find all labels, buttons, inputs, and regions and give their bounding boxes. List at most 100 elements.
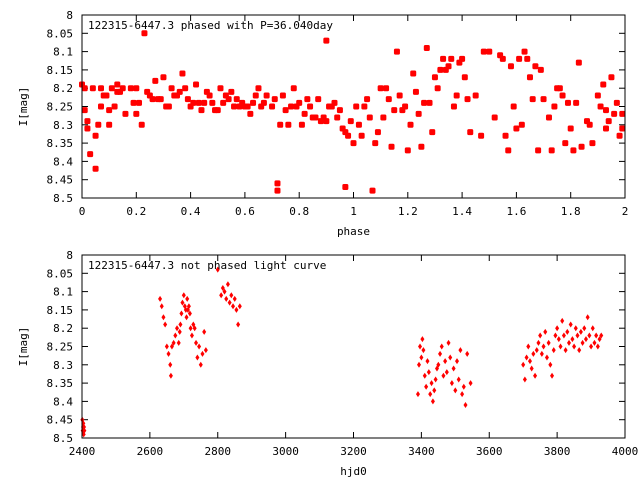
- phased-point: [521, 48, 528, 55]
- phased-point: [613, 99, 620, 106]
- phased-point: [478, 132, 485, 139]
- phased-point: [437, 66, 444, 73]
- unphased-y-tick-label: 8.45: [47, 414, 74, 427]
- unphased-point: [429, 380, 434, 387]
- unphased-x-tick-label: 3400: [408, 445, 435, 458]
- unphased-point: [426, 369, 431, 376]
- unphased-point: [550, 372, 555, 379]
- unphased-point: [430, 398, 435, 405]
- unphased-points: [80, 266, 604, 438]
- phased-point: [285, 121, 292, 128]
- phased-point: [298, 121, 305, 128]
- unphased-point: [164, 343, 169, 350]
- phased-point: [361, 103, 368, 110]
- phased-point: [198, 107, 205, 114]
- unphased-point: [465, 350, 470, 357]
- unphased-point: [236, 321, 241, 328]
- unphased-point: [575, 332, 580, 339]
- phased-point: [307, 103, 314, 110]
- phased-point: [282, 107, 289, 114]
- phased-point: [551, 103, 558, 110]
- phased-point: [526, 74, 533, 81]
- unphased-point: [461, 383, 466, 390]
- phased-y-tick-label: 8.05: [47, 27, 74, 40]
- unphased-point: [582, 325, 587, 332]
- unphased-point: [424, 383, 429, 390]
- phased-point: [374, 129, 381, 136]
- phased-point: [586, 121, 593, 128]
- phased-point: [165, 103, 172, 110]
- phased-point: [350, 140, 357, 147]
- unphased-point: [161, 314, 166, 321]
- unphased-point: [428, 391, 433, 398]
- phased-point: [404, 147, 411, 154]
- phased-y-tick-label: 8.2: [53, 82, 73, 95]
- unphased-point: [560, 317, 565, 324]
- phased-x-tick-label: 1.8: [561, 205, 581, 218]
- unphased-point: [181, 292, 186, 299]
- unphased-point: [444, 369, 449, 376]
- unphased-y-tick-label: 8.2: [53, 322, 73, 335]
- unphased-point: [546, 339, 551, 346]
- unphased-point: [456, 376, 461, 383]
- unphased-point: [425, 358, 430, 365]
- phased-point: [182, 85, 189, 92]
- phased-point: [388, 143, 395, 150]
- unphased-point: [173, 332, 178, 339]
- unphased-point: [184, 314, 189, 321]
- unphased-point: [453, 387, 458, 394]
- unphased-point: [553, 332, 558, 339]
- phased-point: [157, 96, 164, 103]
- phased-point: [176, 88, 183, 95]
- phased-point: [616, 132, 623, 139]
- phased-y-tick-label: 8.4: [53, 155, 73, 168]
- phased-point: [407, 121, 414, 128]
- unphased-point: [438, 350, 443, 357]
- phased-panel: 0 0.2 0.4 0.6 0.8 1 1.2 1.4 1.6 1.8 2 8 8.05 8.1 8.15 8…: [17, 9, 628, 238]
- phased-point: [415, 110, 422, 117]
- phased-point: [518, 121, 525, 128]
- phased-point: [290, 85, 297, 92]
- phased-point: [114, 81, 121, 88]
- phased-point: [480, 48, 487, 55]
- phased-point: [119, 85, 126, 92]
- unphased-point: [558, 343, 563, 350]
- unphased-point: [175, 325, 180, 332]
- phased-point: [190, 99, 197, 106]
- phased-point: [274, 187, 281, 194]
- unphased-point: [192, 325, 197, 332]
- phased-x-tick-label: 0.6: [235, 205, 255, 218]
- phased-point: [532, 63, 539, 70]
- unphased-point: [441, 372, 446, 379]
- phased-point: [206, 92, 213, 99]
- unphased-point: [198, 361, 203, 368]
- phased-point: [136, 99, 143, 106]
- phased-point: [502, 132, 509, 139]
- unphased-point: [527, 358, 532, 365]
- unphased-point: [232, 295, 237, 302]
- phased-point: [217, 85, 224, 92]
- phased-point: [334, 114, 341, 121]
- phased-point: [263, 92, 270, 99]
- phased-point: [288, 103, 295, 110]
- unphased-point: [188, 325, 193, 332]
- unphased-point: [203, 347, 208, 354]
- unphased-point: [573, 325, 578, 332]
- phased-point: [269, 103, 276, 110]
- phased-point: [472, 92, 479, 99]
- phased-point: [304, 96, 311, 103]
- unphased-point: [583, 336, 588, 343]
- phased-point: [193, 81, 200, 88]
- phased-point: [331, 99, 338, 106]
- phased-point: [429, 129, 436, 136]
- phased-point: [589, 140, 596, 147]
- unphased-point: [231, 303, 236, 310]
- phased-point: [564, 99, 571, 106]
- phased-point: [106, 107, 113, 114]
- phased-point: [575, 59, 582, 66]
- phased-point: [98, 103, 105, 110]
- phased-point: [535, 147, 542, 154]
- phased-point: [611, 110, 618, 117]
- unphased-point: [458, 347, 463, 354]
